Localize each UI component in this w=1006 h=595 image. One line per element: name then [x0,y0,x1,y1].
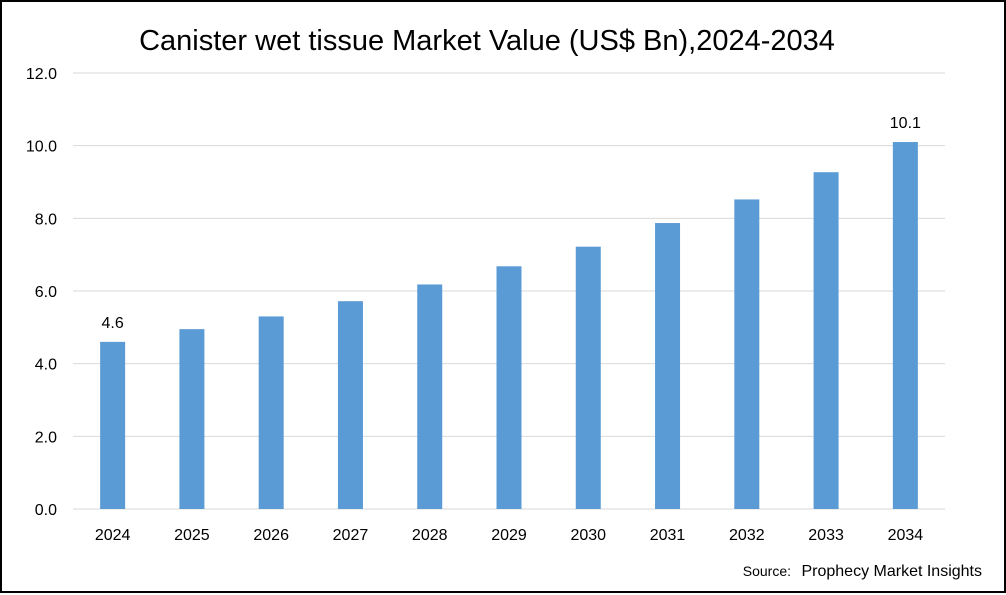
x-axis-ticks: 2024 2025 2026 2027 2028 2029 2030 2031 2032 2033… [95,527,923,544]
bars [100,142,918,510]
data-label-2024: 4.6 [102,315,124,332]
bar-2030 [575,246,601,509]
bar-2032 [734,199,760,509]
bar-2025 [179,329,205,509]
source-text: Prophecy Market Insights [801,563,982,580]
x-tick-label: 2026 [253,527,289,544]
x-tick-label: 2024 [95,527,131,544]
bar-2031 [655,223,681,509]
source-prefix: Source: [743,563,791,579]
chart-title: Canister wet tissue Market Value (US$ Bn… [139,25,835,57]
x-tick-label: 2034 [888,527,924,544]
x-tick-label: 2025 [174,527,210,544]
x-tick-label: 2031 [650,527,686,544]
x-tick-label: 2032 [729,527,765,544]
bar-2029 [496,266,522,509]
x-tick-label: 2028 [412,527,448,544]
x-tick-label: 2033 [808,527,844,544]
y-tick-label: 10.0 [26,139,57,156]
y-tick-label: 12.0 [26,66,57,83]
x-tick-label: 2030 [570,527,606,544]
y-axis-ticks: 0.0 2.0 4.0 6.0 8.0 10.0 12.0 [26,66,57,519]
bar-2027 [337,301,363,509]
bar-2026 [258,316,284,509]
bar-2028 [417,284,443,509]
y-tick-label: 2.0 [35,429,57,446]
bar-2034 [892,142,918,510]
data-labels: 4.6 10.1 [102,115,922,332]
bar-2024 [100,341,126,509]
x-tick-label: 2027 [333,527,369,544]
bar-2033 [813,172,839,509]
source-note: Source: Prophecy Market Insights [743,563,982,580]
x-tick-label: 2029 [491,527,527,544]
data-label-2034: 10.1 [890,115,921,132]
y-tick-label: 6.0 [35,284,57,301]
y-tick-label: 0.0 [35,502,57,519]
y-tick-label: 8.0 [35,211,57,228]
y-tick-label: 4.0 [35,357,57,374]
